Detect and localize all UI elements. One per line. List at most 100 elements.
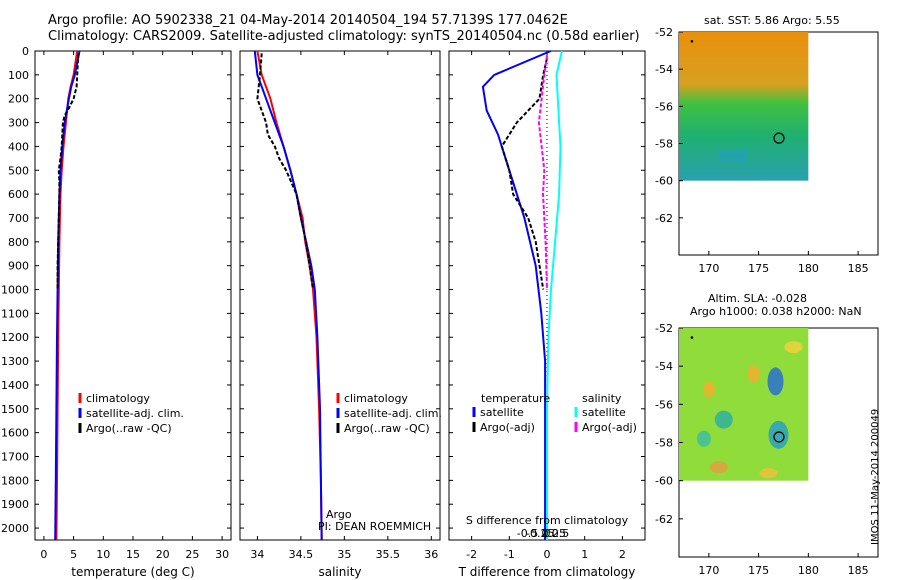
temp-argo-line: [56, 53, 80, 290]
sst-map-xtick-label: 170: [698, 262, 719, 275]
sdiff-tick-label: 0.5: [552, 527, 570, 540]
depth-tick-label: 100: [8, 69, 29, 82]
difference-xtick-label: 2: [619, 548, 626, 561]
legend-header-temperature: temperature: [481, 392, 550, 405]
sal-argo-line: [256, 53, 314, 290]
salinity-xtick-label: 35.5: [376, 548, 401, 561]
sst-cold-patch: [718, 149, 747, 162]
depth-tick-label: 800: [8, 236, 29, 249]
depth-tick-label: 2000: [1, 522, 29, 535]
difference-xtick-label: -2: [466, 548, 477, 561]
depth-tick-label: 1400: [1, 379, 29, 392]
legend-entry-1: satellite: [480, 406, 524, 419]
sst-map-argo-marker: [773, 132, 785, 144]
temperature-xtick-label: 25: [185, 548, 199, 561]
sst-map-xtick-label: 185: [848, 262, 869, 275]
legend-entry-2: Argo(-adj): [480, 421, 535, 434]
depth-tick-label: 1200: [1, 331, 29, 344]
depth-tick-label: 1500: [1, 403, 29, 416]
sdiff-tick-label: 0: [544, 527, 551, 540]
sla-map-reference-dot: [690, 336, 694, 339]
depth-tick-label: 1600: [1, 427, 29, 440]
sla-heatmap-field: [679, 328, 809, 481]
sla-map-ytick-label: -56: [655, 398, 673, 411]
temperature-xtick-label: 30: [215, 548, 229, 561]
pi-annotation: PI: DEAN ROEMMICH: [318, 520, 431, 533]
sla-map-ytick-label: -60: [655, 475, 673, 488]
sdiff-satellite-line: [546, 50, 563, 540]
salinity-xtick-label: 34: [250, 548, 264, 561]
depth-tick-label: 1000: [1, 284, 29, 297]
sdiff-tick-label: -0.5: [517, 527, 538, 540]
sla-map-title: Altim. SLA: -0.028: [708, 292, 808, 305]
depth-tick-label: 500: [8, 164, 29, 177]
salinity-xtick-label: 36: [424, 548, 438, 561]
difference-xtick-label: 0: [544, 548, 551, 561]
legend-entry-3: Argo(..raw -QC): [86, 422, 172, 435]
sla-anomaly-blob: [702, 381, 715, 398]
sst-map-xtick-label: 175: [748, 262, 769, 275]
legend-entry-1: satellite: [582, 406, 626, 419]
depth-tick-label: 600: [8, 188, 29, 201]
sla-map-xtick-label: 180: [798, 564, 819, 577]
temp-satellite-line: [54, 50, 81, 541]
argo-annotation: Argo: [326, 508, 352, 521]
sla-map-xtick-label: 185: [848, 564, 869, 577]
depth-tick-label: 900: [8, 260, 29, 273]
legend-entry-3: Argo(..raw -QC): [344, 422, 430, 435]
salinity-xtick-label: 34.5: [289, 548, 314, 561]
depth-tick-label: 1300: [1, 355, 29, 368]
sal-xlabel: salinity: [318, 565, 361, 579]
sla-map-xtick-label: 170: [698, 564, 719, 577]
temperature-panel-frame: [34, 50, 232, 541]
depth-tick-label: 200: [8, 93, 29, 106]
sla-anomaly-blob: [784, 341, 803, 354]
depth-tick-label: 1700: [1, 451, 29, 464]
legend-header-salinity: salinity: [582, 392, 622, 405]
difference-xtick-label: -1: [504, 548, 515, 561]
sst-map-ytick-label: -60: [655, 175, 673, 188]
depth-tick-label: 1900: [1, 498, 29, 511]
depth-tick-label: 700: [8, 212, 29, 225]
legend-entry-2: satellite-adj. clim.: [344, 407, 442, 420]
difference-xtick-label: 1: [581, 548, 588, 561]
sla-map-argo-marker: [773, 431, 785, 443]
depth-tick-label: 0: [22, 45, 29, 58]
sla-map-ytick-label: -54: [655, 360, 673, 373]
sla-anomaly-blob: [759, 468, 778, 479]
sst-map-title: sat. SST: 5.86 Argo: 5.55: [704, 14, 840, 27]
sst-map-ytick-label: -52: [655, 26, 673, 39]
depth-tick-label: 400: [8, 140, 29, 153]
sdiff-xlabel: S difference from climatology: [466, 514, 629, 527]
temperature-xtick-label: 0: [40, 548, 47, 561]
temperature-xtick-label: 10: [96, 548, 110, 561]
temperature-xtick-label: 15: [126, 548, 140, 561]
sla-map-subtitle: Argo h1000: 0.038 h2000: NaN: [690, 305, 862, 318]
legend-entry-1: climatology: [344, 392, 408, 405]
depth-tick-label: 1800: [1, 474, 29, 487]
sal-satellite-line: [253, 50, 323, 541]
temperature-xtick-label: 20: [156, 548, 170, 561]
sst-map-reference-dot: [690, 39, 694, 43]
title-line-2: Climatology: CARS2009. Satellite-adjuste…: [48, 29, 640, 44]
sla-map-ytick-label: -58: [655, 437, 673, 450]
title-line-1: Argo profile: AO 5902338_21 04-May-2014 …: [48, 13, 568, 28]
sst-map-ytick-label: -62: [655, 212, 673, 225]
sdiff-argo-line: [537, 55, 548, 290]
temp-xlabel: temperature (deg C): [71, 565, 194, 579]
sla-map-xtick-label: 175: [748, 564, 769, 577]
legend-entry-2: Argo(-adj): [582, 421, 637, 434]
legend-entry-1: climatology: [86, 392, 150, 405]
salinity-xtick-label: 35: [337, 548, 351, 561]
footer-stamp: IMOS 11-May-2014 200049: [870, 408, 881, 545]
sla-anomaly-blob: [714, 410, 733, 429]
sdiff-tick-label: 0.25: [542, 527, 567, 540]
salinity-panel-frame: [239, 50, 441, 541]
depth-tick-label: 300: [8, 117, 29, 130]
tdiff-xlabel: T difference from climatology: [458, 565, 636, 579]
sla-anomaly-blob: [696, 430, 711, 447]
sst-map-ytick-label: -58: [655, 138, 673, 151]
sst-map-ytick-label: -56: [655, 100, 673, 113]
sla-anomaly-blob: [709, 461, 728, 474]
